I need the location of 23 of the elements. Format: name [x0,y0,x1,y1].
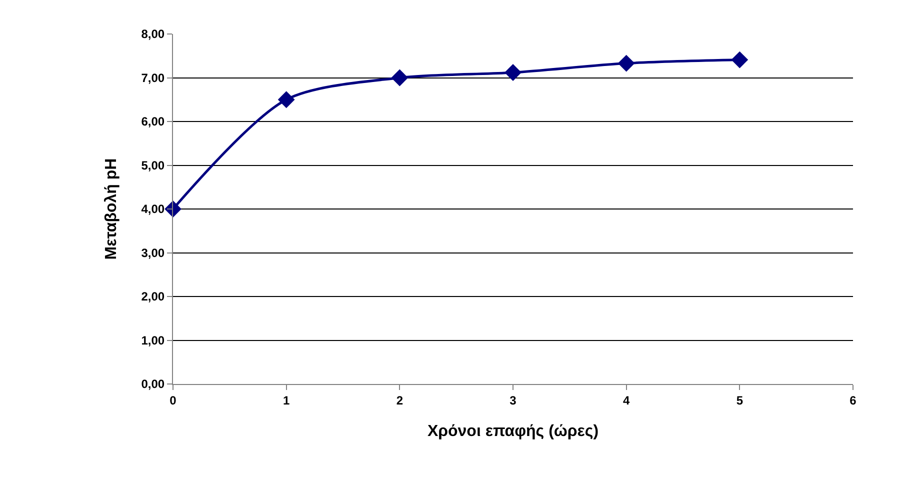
point [504,64,522,81]
x-tick-label: 5 [736,393,744,408]
y-tick-label: 6,00 [141,114,165,129]
y-axis-title: Μεταβολή pH [103,158,120,260]
point [731,51,748,68]
y-tick-label: 1,00 [141,333,165,348]
point [278,91,295,108]
x-axis-title: Χρόνοι επαφής (ώρες) [427,423,599,440]
y-tick-label: 5,00 [141,158,165,172]
y-tick-label: 3,00 [141,246,165,260]
y-tick-label: 8,00 [141,27,165,42]
point [391,69,408,86]
x-tick-label: 0 [170,393,177,408]
x-tick-label: 6 [850,393,857,408]
x-tick-label: 4 [622,393,630,408]
y-tick-label: 7,00 [141,70,165,85]
point [618,54,635,72]
x-tick-label: 3 [510,393,517,408]
x-tick-label: 2 [396,393,404,408]
y-tick-label: 4,00 [141,202,165,216]
x-tick-label: 1 [282,393,290,408]
y-tick-label: 0,00 [141,377,165,392]
y-tick-label: 2,00 [141,290,165,304]
